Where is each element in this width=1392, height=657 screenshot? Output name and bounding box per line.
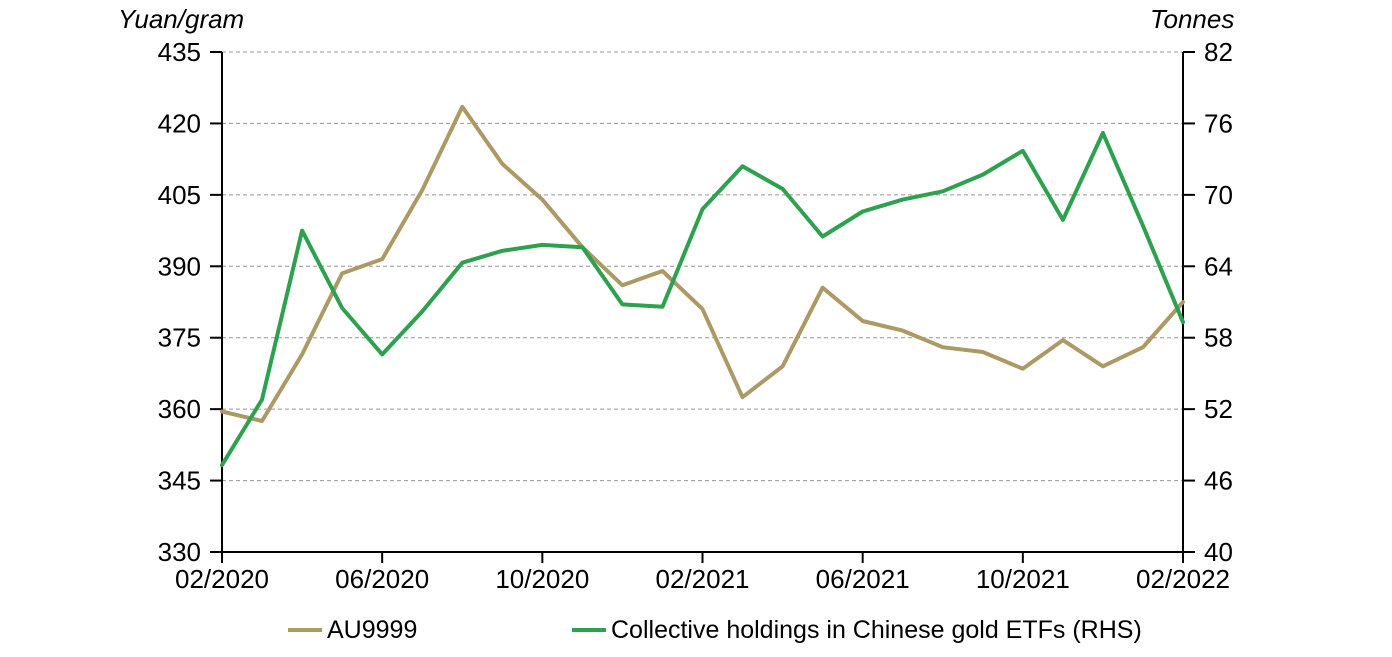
chart-legend: AU9999 Collective holdings in Chinese go… xyxy=(0,612,1392,648)
right-axis-tick-label: 52 xyxy=(1204,394,1233,424)
right-axis-tick-label: 70 xyxy=(1204,180,1233,210)
legend-label-etf-holdings: Collective holdings in Chinese gold ETFs… xyxy=(611,615,1142,644)
left-axis-tick-label: 420 xyxy=(158,108,201,138)
x-axis-tick-label: 02/2020 xyxy=(175,564,269,594)
series-line-collective-holdings-in-chinese-gold-etfs-rhs xyxy=(220,131,1185,468)
right-axis-tick-label: 46 xyxy=(1204,466,1233,496)
left-axis-tick-label: 330 xyxy=(158,537,201,567)
left-axis-tick-label: 390 xyxy=(158,251,201,281)
etf-holdings-legend-marker-icon xyxy=(572,628,606,632)
left-axis-tick-label: 405 xyxy=(158,180,201,210)
right-axis-tick-label: 58 xyxy=(1204,323,1233,353)
series-line-au9999 xyxy=(220,104,1185,423)
left-axis-unit-label: Yuan/gram xyxy=(118,4,245,34)
x-axis-tick-label: 06/2021 xyxy=(816,564,910,594)
right-axis-tick-label: 82 xyxy=(1204,37,1233,67)
left-axis-tick-label: 375 xyxy=(158,323,201,353)
x-axis-tick-label: 02/2022 xyxy=(1136,564,1230,594)
legend-label-au9999: AU9999 xyxy=(327,615,418,644)
x-axis-tick-label: 10/2021 xyxy=(976,564,1070,594)
x-axis-tick-label: 10/2020 xyxy=(495,564,589,594)
x-axis-tick-label: 02/2021 xyxy=(656,564,750,594)
right-axis-tick-label: 40 xyxy=(1204,537,1233,567)
left-axis-tick-label: 345 xyxy=(158,466,201,496)
left-axis-tick-label: 435 xyxy=(158,37,201,67)
right-axis-unit-label: Tonnes xyxy=(1150,4,1235,34)
legend-item-etf-holdings: Collective holdings in Chinese gold ETFs… xyxy=(572,612,1142,648)
right-axis-tick-label: 76 xyxy=(1204,108,1233,138)
au9999-legend-marker-icon xyxy=(288,628,322,632)
left-axis-tick-label: 360 xyxy=(158,394,201,424)
right-axis-tick-label: 64 xyxy=(1204,251,1233,281)
legend-item-au9999: AU9999 xyxy=(288,612,417,648)
x-axis-tick-label: 06/2020 xyxy=(335,564,429,594)
